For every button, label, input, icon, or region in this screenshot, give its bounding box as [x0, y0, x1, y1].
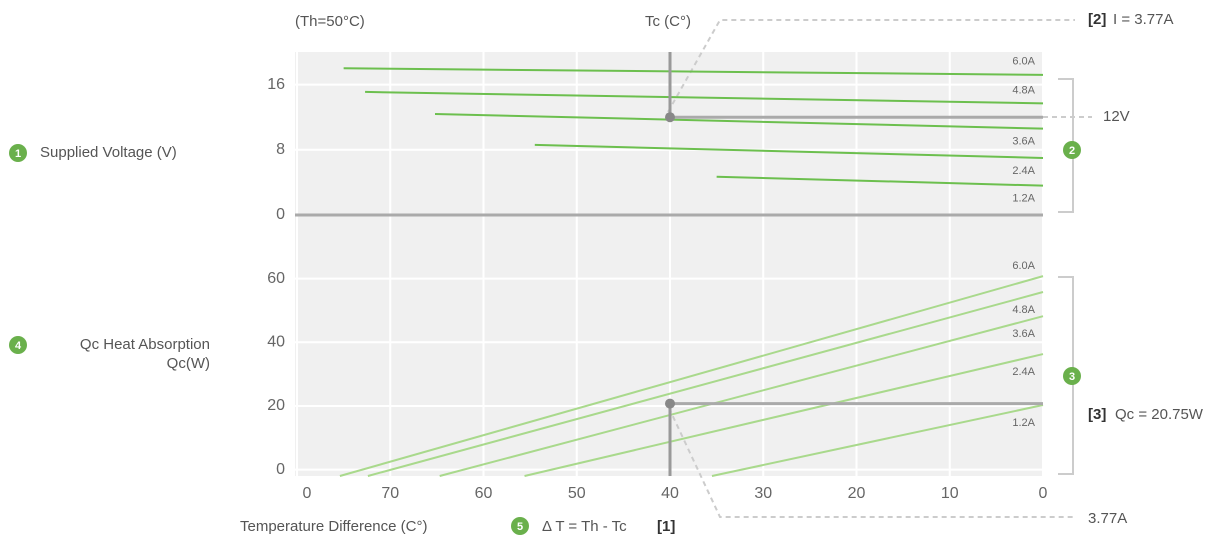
series-line — [711, 404, 1044, 477]
series-label: 4.8A — [1012, 304, 1035, 316]
series-label: 2.4A — [1012, 366, 1035, 378]
operating-label: 12V — [1103, 108, 1130, 125]
y-tick-label: 20 — [267, 397, 285, 414]
series-line — [716, 175, 1044, 187]
series-label: 4.8A — [1012, 84, 1035, 96]
x-tick-label: 40 — [661, 485, 679, 502]
y-axis-label: Qc(W) — [167, 355, 210, 372]
series-line — [524, 353, 1044, 477]
x-tick-label: 10 — [941, 485, 959, 502]
y-axis-label: Supplied Voltage (V) — [40, 144, 177, 161]
ref: [3] — [1088, 406, 1106, 423]
badge-text: 2 — [1069, 145, 1075, 157]
series-label: 2.4A — [1012, 165, 1035, 177]
delta-label: Δ T = Th - Tc — [542, 518, 627, 535]
ref: [2] — [1088, 11, 1106, 28]
badge — [511, 517, 529, 535]
series-line — [339, 275, 1044, 477]
badge — [9, 336, 27, 354]
series-label: 1.2A — [1012, 417, 1035, 429]
series-line — [365, 90, 1044, 105]
y-tick-label: 0 — [276, 461, 285, 478]
series-line — [343, 67, 1044, 76]
tc-label: Tc (C°) — [645, 13, 691, 30]
x-tick-label: 0 — [1039, 485, 1048, 502]
series-line — [434, 112, 1044, 130]
badge — [9, 144, 27, 162]
series-line — [439, 315, 1044, 477]
badge — [1063, 141, 1081, 159]
y-tick-label: 8 — [276, 141, 285, 158]
y-axis-label: Qc Heat Absorption — [80, 336, 210, 353]
leader-line — [668, 407, 1075, 518]
ref: [1] — [657, 518, 675, 535]
series-label: 3.6A — [1012, 328, 1035, 340]
badge-text: 5 — [517, 521, 523, 533]
series-line — [534, 143, 1044, 159]
leader-line — [667, 19, 1075, 113]
y-tick-label: 40 — [267, 334, 285, 351]
series-line — [367, 291, 1044, 477]
current-label: I = 3.77A — [1113, 11, 1173, 28]
operating-point — [665, 112, 675, 123]
x-axis-label: Temperature Difference (C°) — [240, 518, 427, 535]
current-label: 3.77A — [1088, 510, 1127, 527]
series-label: 6.0A — [1012, 260, 1035, 272]
series-label: 6.0A — [1012, 56, 1035, 68]
badge — [1063, 367, 1081, 385]
x-tick-label: 70 — [381, 485, 399, 502]
series-label: 1.2A — [1012, 193, 1035, 205]
badge-text: 3 — [1069, 371, 1075, 383]
x-tick-label: 0 — [303, 485, 312, 502]
badge-text: 4 — [15, 340, 22, 352]
x-tick-label: 60 — [475, 485, 493, 502]
x-tick-label: 50 — [568, 485, 586, 502]
y-tick-label: 60 — [267, 270, 285, 287]
series-label: 3.6A — [1012, 136, 1035, 148]
badge-text: 1 — [15, 148, 21, 160]
y-tick-label: 16 — [267, 76, 285, 93]
x-tick-label: 30 — [754, 485, 772, 502]
th-label: (Th=50°C) — [295, 13, 365, 30]
operating-point — [665, 398, 675, 409]
plot: 0 8 16 1 Supplied Voltage (V) 2 6.0A 4.8A 3.6A 2.… — [9, 52, 1130, 535]
y-tick-label: 0 — [276, 206, 285, 223]
qc-label: Qc = 20.75W — [1115, 406, 1204, 423]
x-tick-label: 20 — [848, 485, 866, 502]
